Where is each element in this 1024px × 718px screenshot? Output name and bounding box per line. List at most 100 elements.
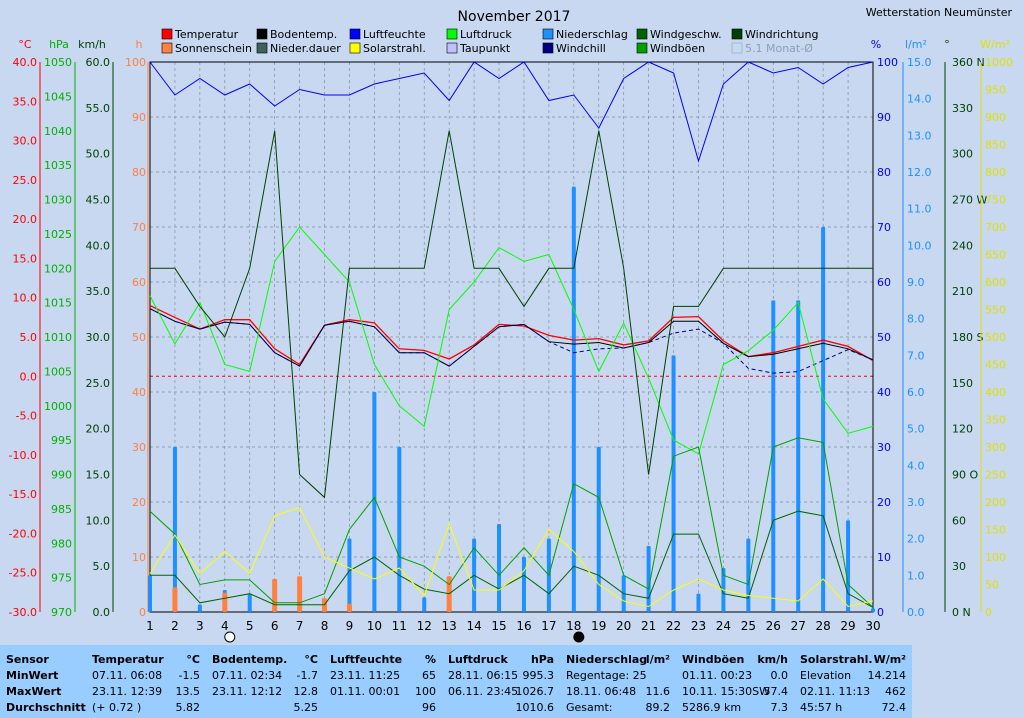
stats-header-label: Luftdruck <box>448 653 508 666</box>
tick-temp-10: -10.0 <box>9 449 37 462</box>
stats-cell-label: (+ 0.72 ) <box>92 701 142 714</box>
tick-temp-7: 5.0 <box>20 331 38 344</box>
tick-solar-17: 150 <box>985 524 1006 537</box>
stats-column-7: Solarstrahl. W/m² Elevation 14.214 02.11. 11… <box>794 645 913 718</box>
tick-temp-1: 35.0 <box>13 95 38 108</box>
stats-header-unit: km/h <box>757 653 788 666</box>
tick-humidity-1: 90 <box>877 111 891 124</box>
tick-hours-6: 40 <box>132 386 146 399</box>
stats-row: 02.11. 11:13 462 <box>800 684 906 700</box>
axis-unit-solar: W/m² <box>980 38 1010 51</box>
tick-solar-12: 400 <box>985 386 1006 399</box>
stats-column-2: Bodentemp. °C 07.11. 02:34 -1.7 23.11. 12:12… <box>206 645 325 718</box>
bar-Niederschlag-29 <box>846 520 851 612</box>
tick-wind-0: 60.0 <box>86 56 111 69</box>
tick-humidity-6: 40 <box>877 386 891 399</box>
tick-rain-3: 12.0 <box>907 166 932 179</box>
tick-pressure-1: 1045 <box>44 90 72 103</box>
axis-unit-humidity: % <box>871 38 881 51</box>
legend-swatch-9 <box>349 42 361 54</box>
plot-frame <box>149 61 874 613</box>
tick-humidity-8: 20 <box>877 496 891 509</box>
stats-row: Durchschnitt <box>6 700 86 716</box>
tick-direction-9: 90 O <box>952 469 978 482</box>
x-tick-14: 14 <box>466 619 481 633</box>
tick-solar-6: 700 <box>985 221 1006 234</box>
stats-cell-label: 01.11. 00:01 <box>330 685 401 698</box>
tick-wind-1: 55.0 <box>86 102 111 115</box>
tick-temp-3: 25.0 <box>13 174 38 187</box>
bar-Sonnenschein-2 <box>172 587 178 612</box>
tick-rain-8: 7.0 <box>907 349 925 362</box>
bar-Niederschlag-2 <box>172 447 177 612</box>
tick-direction-0: 360 N <box>952 56 985 69</box>
x-tick-7: 7 <box>296 619 304 633</box>
stats-header: Temperatur °C <box>92 652 200 668</box>
x-tick-17: 17 <box>541 619 556 633</box>
series-line-Windchill <box>149 308 874 374</box>
tick-humidity-7: 30 <box>877 441 891 454</box>
tick-rain-14: 1.0 <box>907 569 925 582</box>
tick-temp-2: 30.0 <box>13 135 38 148</box>
stats-row: 06.11. 23:45 1026.7 <box>448 684 554 700</box>
legend-label-7: Sonnenschein <box>175 42 252 55</box>
stats-cell-value: 96 <box>422 701 436 714</box>
x-tick-4: 4 <box>221 619 229 633</box>
stats-cell-label: Durchschnitt <box>6 701 86 714</box>
stats-row: 28.11. 06:15 995.3 <box>448 668 554 684</box>
stats-cell-value: 14.214 <box>867 669 907 682</box>
stats-row: Elevation 14.214 <box>800 668 906 684</box>
stats-cell-value: 65 <box>422 669 436 682</box>
axis-unit-temp: °C <box>18 38 32 51</box>
tick-pressure-6: 1020 <box>44 262 72 275</box>
tick-rain-9: 6.0 <box>907 386 925 399</box>
tick-temp-5: 15.0 <box>13 252 38 265</box>
stats-cell-label: 07.11. 06:08 <box>92 669 163 682</box>
stats-row: 96 <box>330 700 436 716</box>
tick-pressure-10: 1000 <box>44 400 72 413</box>
tick-wind-6: 30.0 <box>86 331 111 344</box>
stats-row: 1010.6 <box>448 700 555 716</box>
station-name: Wetterstation Neumünster <box>866 6 1013 19</box>
tick-solar-4: 800 <box>985 166 1006 179</box>
stats-cell-label: 02.11. 11:13 <box>800 685 871 698</box>
x-tick-21: 21 <box>641 619 656 633</box>
tick-humidity-10: 0 <box>877 606 884 619</box>
legend-label-13: 5.1 Monat-Ø <box>745 42 813 55</box>
stats-cell-value: 13.5 <box>175 685 201 698</box>
series-line-Luftfeuchte <box>149 61 874 163</box>
tick-solar-5: 750 <box>985 194 1006 207</box>
stats-cell-label: 06.11. 23:45 <box>448 685 519 698</box>
bar-Niederschlag-11 <box>397 447 402 612</box>
x-tick-25: 25 <box>741 619 756 633</box>
tick-solar-2: 900 <box>985 111 1006 124</box>
stats-cell-value: 89.2 <box>645 701 671 714</box>
tick-wind-10: 10.0 <box>86 514 111 527</box>
legend-label-0: Temperatur <box>174 28 239 41</box>
legend-label-9: Solarstrahl. <box>363 42 426 55</box>
stats-header-unit: °C <box>304 653 318 666</box>
legend-label-8: Nieder.dauer <box>270 42 341 55</box>
stats-row: MinWert <box>6 668 80 684</box>
bar-Niederschlag-22 <box>671 355 676 612</box>
tick-hours-1: 90 <box>132 111 146 124</box>
bars <box>148 186 875 612</box>
stats-header-label: Luftfeuchte <box>330 653 403 666</box>
stats-header-unit: % <box>424 653 436 666</box>
axis-unit-pressure: hPa <box>49 38 69 51</box>
x-tick-16: 16 <box>516 619 531 633</box>
tick-wind-7: 25.0 <box>86 377 111 390</box>
stats-cell-label: 23.11. 11:25 <box>330 669 401 682</box>
stats-cell-label: Gesamt: <box>566 701 613 714</box>
tick-pressure-16: 970 <box>51 606 72 619</box>
tick-rain-13: 2.0 <box>907 533 925 546</box>
x-tick-26: 26 <box>766 619 781 633</box>
x-tick-5: 5 <box>246 619 254 633</box>
legend-swatch-1 <box>256 28 268 40</box>
chart-title: November 2017 <box>458 9 571 25</box>
stats-row: Regentage: 25 <box>566 668 670 684</box>
stats-cell-value: 5.82 <box>175 701 201 714</box>
axes: °C 40.0 35.0 30.0 25.0 20.0 15.0 10.0 5.0 0.0 -5.0… <box>9 38 1013 619</box>
legend-label-4: Niederschlag <box>556 28 628 41</box>
tick-temp-4: 20.0 <box>13 213 38 226</box>
